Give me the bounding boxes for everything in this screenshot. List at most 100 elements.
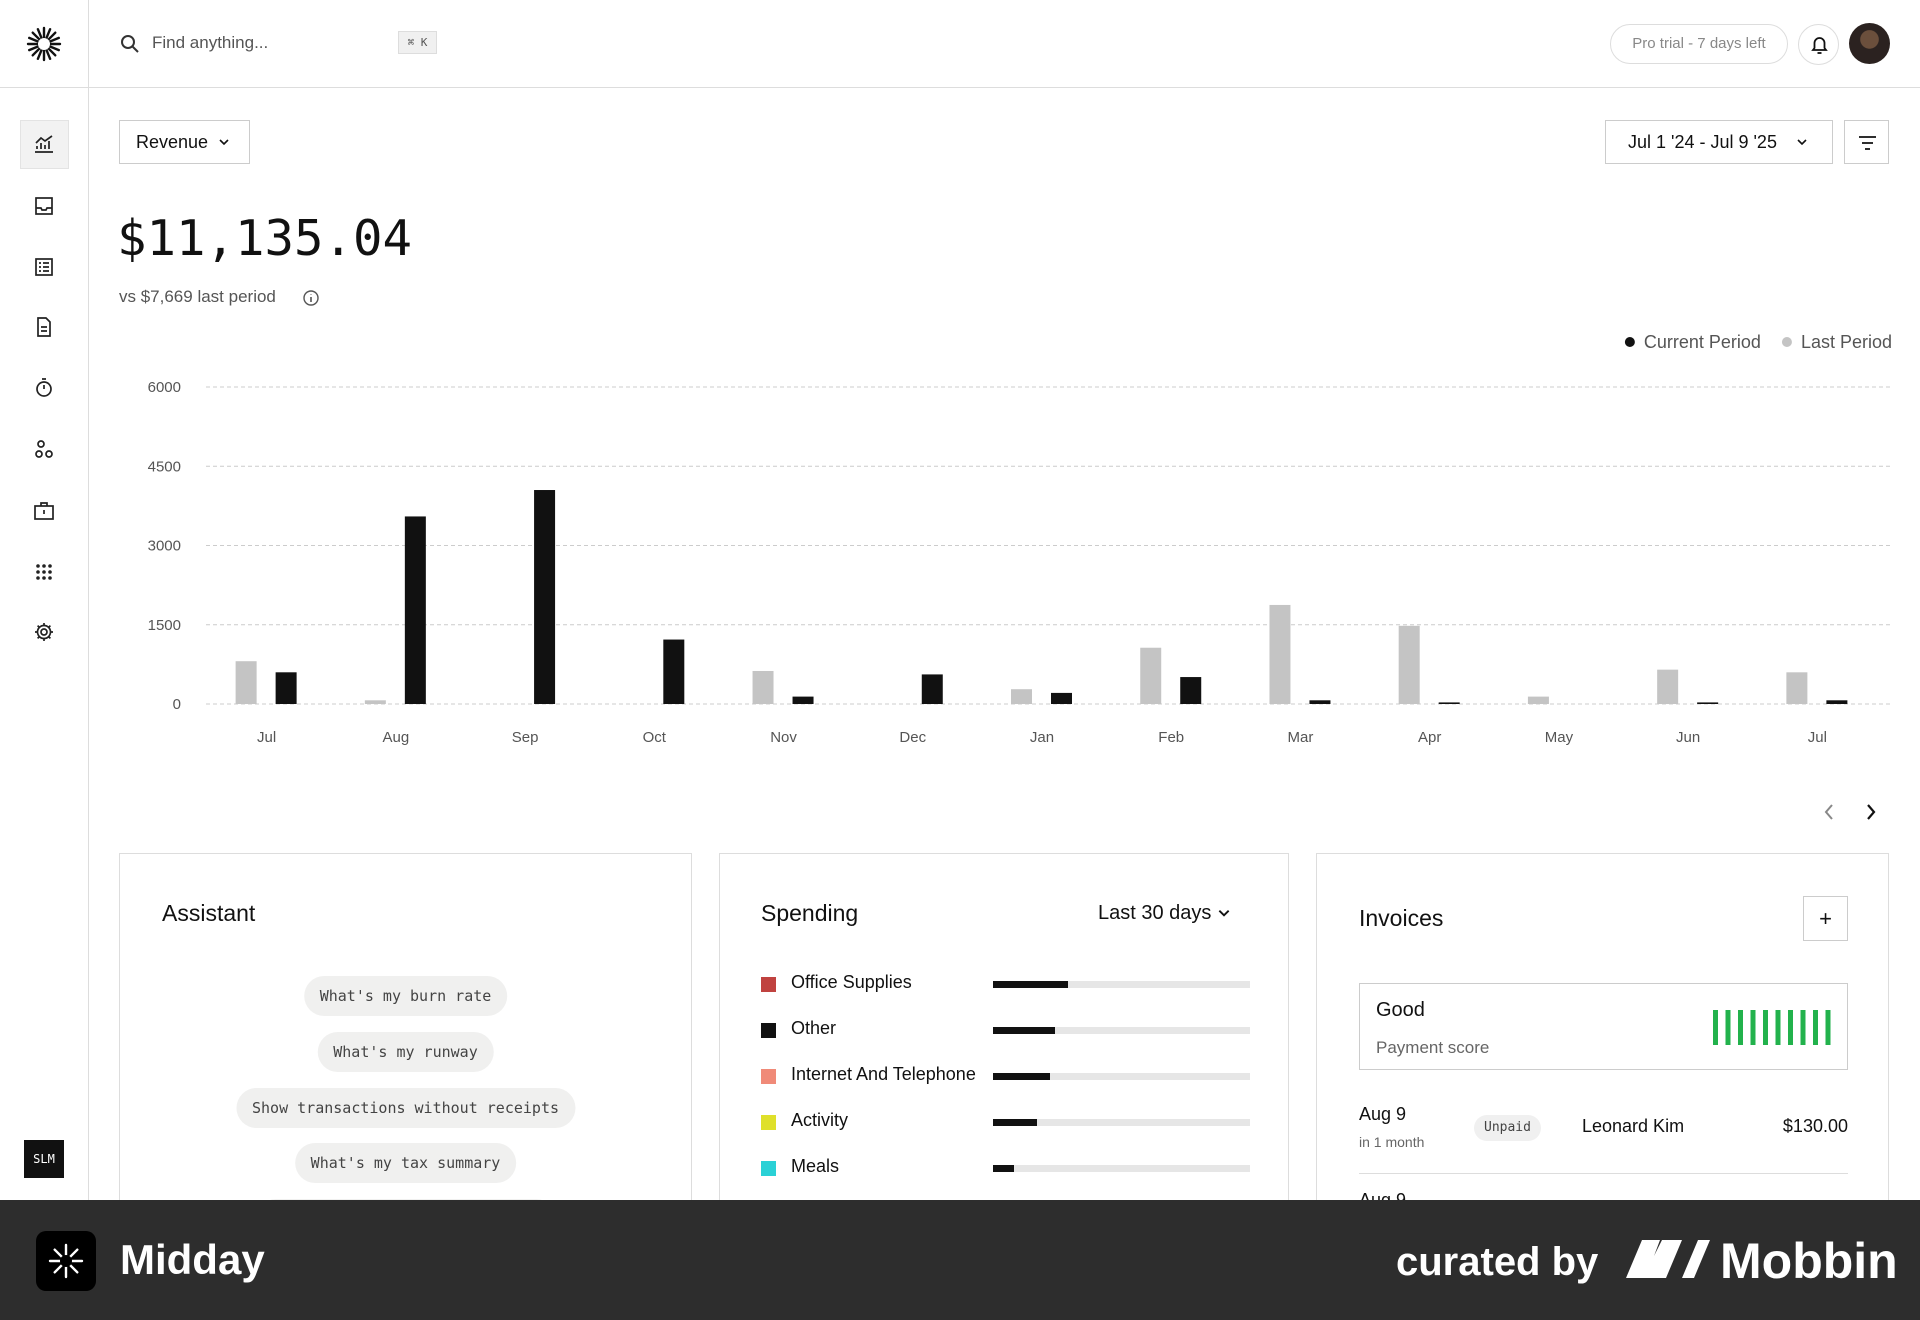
legend-label: Current Period <box>1644 332 1761 352</box>
mobbin-mark <box>1626 1240 1710 1278</box>
category-swatch <box>761 1161 776 1176</box>
nav-transactions[interactable] <box>32 255 56 279</box>
y-tick-label: 4500 <box>148 458 181 475</box>
category-bar <box>993 1027 1055 1034</box>
y-tick-label: 1500 <box>148 617 181 634</box>
nav-settings[interactable] <box>32 620 56 644</box>
bar <box>663 639 685 704</box>
bar <box>1527 696 1549 704</box>
nav-invoices[interactable] <box>32 315 56 339</box>
add-invoice[interactable]: + <box>1803 896 1848 941</box>
bar <box>752 670 774 704</box>
sidebar-divider <box>88 0 89 1200</box>
x-tick-label: Mar <box>1288 729 1314 746</box>
search-input[interactable]: Find anything... <box>152 33 269 52</box>
bar <box>1438 702 1460 704</box>
x-tick-label: Sep <box>512 729 539 746</box>
legend-label: Last Period <box>1801 332 1892 352</box>
x-tick-label: Apr <box>1418 729 1441 746</box>
x-tick-label: Aug <box>382 729 409 746</box>
nav-vault[interactable] <box>32 499 56 523</box>
logo <box>26 26 62 62</box>
metric-label: Revenue <box>136 132 209 152</box>
category-name: Meals <box>791 1156 840 1176</box>
card-title: Assistant <box>162 900 256 926</box>
payment-score: Good Payment score <box>1359 983 1848 1070</box>
y-tick-label: 3000 <box>148 538 181 555</box>
category-bar <box>993 1073 1050 1080</box>
app-name: Midday <box>120 1236 265 1283</box>
revenue-total: $11,135.04 <box>117 210 413 267</box>
curated-by: curated by <box>1396 1240 1599 1284</box>
legend-swatch <box>1624 337 1635 347</box>
app-icon <box>36 1231 96 1291</box>
notifications[interactable] <box>1798 24 1839 65</box>
suggestion-chip[interactable]: Show transactions without receipts <box>235 1088 576 1128</box>
status-badge: Unpaid <box>1474 1115 1541 1141</box>
category-track <box>993 1027 1250 1034</box>
score-caption: Payment score <box>1376 1038 1490 1057</box>
nav-apps[interactable] <box>32 560 56 584</box>
bar <box>1309 700 1331 704</box>
y-tick-label: 6000 <box>148 379 181 396</box>
suggestion-chip[interactable]: What's my runway <box>317 1032 494 1072</box>
chart-pager[interactable] <box>1818 800 1882 824</box>
invoice-customer: Leonard Kim <box>1582 1116 1685 1136</box>
bar <box>921 674 943 704</box>
x-tick-label: Nov <box>770 729 797 746</box>
brand: Mobbin <box>1720 1233 1898 1289</box>
x-tick-label: Jan <box>1030 729 1054 746</box>
invoice-row: Aug 9 in 1 month Unpaid Leonard Kim $130.00 <box>1359 1104 1848 1174</box>
bar <box>275 672 297 704</box>
bar <box>1051 692 1072 704</box>
bar <box>1269 604 1291 704</box>
x-tick-label: Jul <box>257 729 276 746</box>
trial-pill[interactable]: Pro trial - 7 days left <box>1610 24 1788 64</box>
suggestion-chip[interactable]: What's my tax summary <box>294 1143 517 1183</box>
bar <box>792 696 814 704</box>
category-name: Activity <box>791 1110 849 1130</box>
nav-inbox[interactable] <box>32 194 56 218</box>
category-swatch <box>761 1069 776 1084</box>
date-range[interactable]: Jul 1 '24 - Jul 9 '25 <box>1605 120 1833 164</box>
top-bar: Find anything... ⌘ K Pro trial - 7 days … <box>0 0 1920 1200</box>
category-swatch <box>761 1023 776 1038</box>
period-label: Last 30 days <box>1098 902 1212 924</box>
category-bar <box>993 1165 1014 1172</box>
legend-swatch <box>1781 337 1792 347</box>
x-tick-label: Jun <box>1676 729 1700 746</box>
category-name: Office Supplies <box>791 972 912 992</box>
active-nav <box>20 120 69 169</box>
footer: Midday curated by Mobbin <box>0 1200 1920 1320</box>
revenue-chart: 0 1500 3000 4500 6000 Last Period Current Peri… <box>148 332 1892 746</box>
category-track <box>993 981 1250 988</box>
invoice-date: Aug 9 <box>1359 1104 1407 1124</box>
bar <box>1398 625 1420 704</box>
y-tick-label: 0 <box>173 696 181 713</box>
team-badge[interactable]: SLM <box>24 1140 64 1178</box>
x-tick-label: Dec <box>899 729 926 746</box>
period-select[interactable]: Last 30 days <box>1098 902 1231 925</box>
info-icon[interactable] <box>302 289 320 307</box>
revenue-comparison: vs $7,669 last period <box>119 287 276 306</box>
category-name: Other <box>791 1018 837 1038</box>
score-label: Good <box>1376 999 1425 1021</box>
filter-button[interactable] <box>1844 120 1889 164</box>
suggestion-chip[interactable]: What's my burn rate <box>303 976 508 1016</box>
nav-tracker[interactable] <box>32 376 56 400</box>
x-tick-label: May <box>1545 729 1574 746</box>
bar <box>235 661 257 704</box>
bar <box>364 700 386 704</box>
bar <box>1786 672 1808 704</box>
bar <box>534 490 556 704</box>
x-tick-label: Jul <box>1808 729 1827 746</box>
category-bar <box>993 1119 1037 1126</box>
card-title: Invoices <box>1359 905 1444 931</box>
category-track <box>993 1165 1250 1172</box>
category-swatch <box>761 977 776 992</box>
metric-select[interactable]: Revenue <box>119 120 250 164</box>
avatar[interactable] <box>1849 23 1890 64</box>
nav-overview[interactable] <box>32 132 56 156</box>
nav-customers[interactable] <box>32 437 56 461</box>
